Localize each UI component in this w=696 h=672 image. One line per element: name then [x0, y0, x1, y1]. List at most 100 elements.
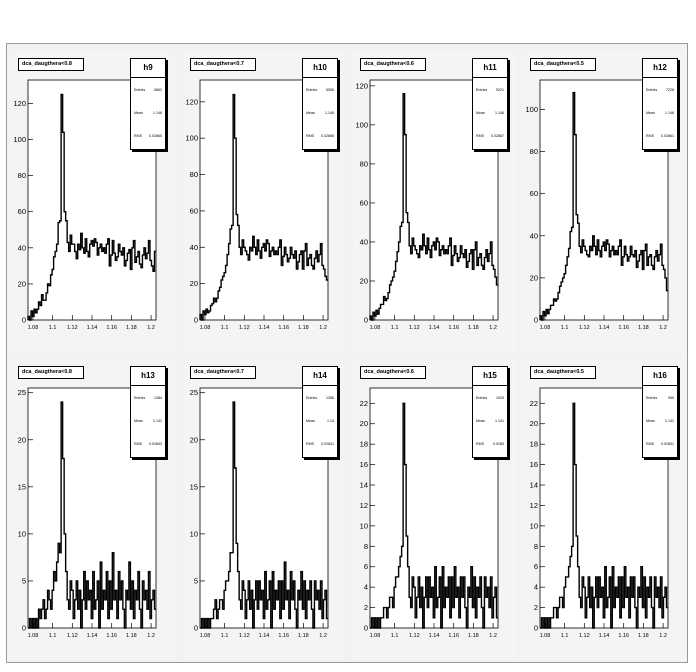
x-tick-label: 1.16	[278, 633, 289, 639]
y-tick-label: 8	[534, 542, 538, 551]
x-tick-label: 1.12	[239, 633, 250, 639]
stats-row-mean: Mean 1.141	[643, 409, 677, 432]
x-tick-label: 1.2	[659, 633, 667, 639]
stats-label: Mean	[476, 418, 485, 423]
histogram-name: h13	[131, 367, 165, 386]
histogram-pad-h11[interactable]: 0 20 40 60 80 100 120 1.08 1.1 1.12 1.14 1.16 1.18 1.…	[352, 52, 516, 352]
x-tick-label: 1.18	[298, 325, 309, 331]
y-tick-label: 0	[22, 316, 26, 325]
x-tick-label: 1.12	[579, 325, 590, 331]
stats-value: 7228	[666, 87, 674, 92]
y-tick-label: 10	[530, 521, 538, 530]
y-tick-label: 100	[355, 120, 368, 129]
histogram-name: h12	[643, 59, 677, 78]
y-tick-label: 120	[355, 81, 368, 90]
y-tick-label: 15	[18, 482, 26, 491]
histogram-line-h9	[27, 93, 156, 321]
y-tick-label: 2	[534, 603, 538, 612]
stats-box: h15 Entries 1029 Mean 1.141 RMS 0.0283	[472, 366, 508, 458]
stats-label: Entries	[306, 87, 318, 92]
x-tick-label: 1.1	[49, 325, 57, 331]
y-tick-label: 60	[530, 189, 538, 198]
histogram-name: h14	[303, 367, 337, 386]
y-tick-label: 10	[18, 529, 26, 538]
x-tick-label: 1.12	[67, 633, 78, 639]
stats-box: h13 Entries 1384 Mean 1.141 RMS 0.02843	[130, 366, 166, 458]
y-tick-label: 80	[360, 159, 368, 168]
stats-label: RMS	[476, 441, 484, 446]
y-tick-label: 120	[185, 97, 198, 106]
x-tick-label: 1.08	[540, 325, 551, 331]
stats-row-rms: RMS 0.02861	[643, 124, 677, 147]
x-tick-label: 1.14	[429, 325, 440, 331]
histogram-pad-h16[interactable]: 0 2 4 6 8 10 12 14 16 18 20 22 1.08 1.1 1.12 1.14 1.16 1.…	[522, 360, 686, 660]
y-tick-label: 14	[530, 481, 538, 490]
stats-row-entries: Entries 1356	[303, 386, 337, 409]
x-tick-label: 1.2	[489, 633, 497, 639]
stats-label: Entries	[306, 395, 318, 400]
y-tick-label: 80	[18, 171, 26, 180]
x-tick-label: 1.08	[28, 325, 39, 331]
y-tick-label: 4	[534, 583, 538, 592]
stats-value: 1.141	[153, 418, 162, 423]
stats-value: 0.0283	[493, 441, 504, 446]
histogram-pad-h15[interactable]: 0 2 4 6 8 10 12 14 16 18 20 22 1.08 1.1 1.12 1.14 1.16 1.…	[352, 360, 516, 660]
y-tick-label: 2	[364, 603, 368, 612]
stats-value: 0.02831	[661, 441, 674, 446]
histogram-title: dca_daugthera<0.6	[360, 366, 426, 379]
histogram-name: h15	[473, 367, 507, 386]
stats-row-rms: RMS 0.02843	[131, 432, 165, 455]
x-tick-label: 1.2	[489, 325, 497, 331]
stats-row-rms: RMS 0.02865	[131, 124, 165, 147]
y-tick-label: 40	[530, 231, 538, 240]
y-tick-label: 18	[360, 440, 368, 449]
stats-row-rms: RMS 0.02867	[473, 124, 507, 147]
x-tick-label: 1.18	[298, 633, 309, 639]
stats-row-rms: RMS 0.02831	[643, 432, 677, 455]
histogram-title: dca_daugthera<0.6	[360, 58, 426, 71]
histogram-title: dca_daugthera<0.5	[530, 58, 596, 71]
stats-box: h9 Entries 5662 Mean 1.146 RMS 0.02865	[130, 58, 166, 150]
y-tick-label: 18	[530, 440, 538, 449]
y-tick-label: 40	[360, 237, 368, 246]
x-tick-label: 1.08	[200, 633, 211, 639]
stats-value: 1.141	[665, 418, 674, 423]
histogram-pad-h14[interactable]: 0 5 10 15 20 25 1.08 1.1 1.12 1.14 1.16 1.18 1.2 dca_…	[182, 360, 346, 660]
stats-label: Mean	[134, 110, 143, 115]
histogram-pad-h13[interactable]: 0 5 10 15 20 25 1.08 1.1 1.12 1.14 1.16 1.18 1.2 dca_…	[10, 360, 174, 660]
stats-box: h14 Entries 1356 Mean 1.14 RMS 0.02831	[302, 366, 338, 458]
y-tick-label: 60	[18, 207, 26, 216]
stats-label: Entries	[134, 87, 146, 92]
stats-value: 5221	[496, 87, 504, 92]
y-tick-label: 22	[360, 399, 368, 408]
stats-value: 1.146	[665, 110, 674, 115]
stats-row-mean: Mean 1.146	[303, 101, 337, 124]
x-tick-label: 1.12	[239, 325, 250, 331]
stats-value: 1.14	[327, 418, 334, 423]
x-tick-label: 1.18	[126, 633, 137, 639]
x-tick-label: 1.12	[409, 633, 420, 639]
x-tick-label: 1.18	[468, 633, 479, 639]
histogram-pad-h12[interactable]: 0 20 40 60 80 100 1.08 1.1 1.12 1.14 1.16 1.18 1.2 dc…	[522, 52, 686, 352]
y-tick-label: 100	[525, 105, 538, 114]
x-tick-label: 1.16	[106, 325, 117, 331]
histogram-name: h10	[303, 59, 337, 78]
stats-row-entries: Entries 7228	[643, 78, 677, 101]
histogram-name: h16	[643, 367, 677, 386]
y-tick-label: 0	[22, 624, 26, 633]
x-tick-label: 1.08	[540, 633, 551, 639]
x-tick-label: 1.14	[599, 325, 610, 331]
y-tick-label: 20	[190, 279, 198, 288]
histogram-title: dca_daugthera<0.5	[530, 366, 596, 379]
stats-label: Entries	[134, 395, 146, 400]
histogram-pad-h9[interactable]: 0 20 40 60 80 100 120 1.08 1.1 1.12 1.14 1.16 1.18 1.…	[10, 52, 174, 352]
y-tick-label: 10	[190, 529, 198, 538]
y-tick-label: 100	[185, 134, 198, 143]
x-tick-label: 1.1	[561, 325, 569, 331]
stats-row-mean: Mean 1.14	[303, 409, 337, 432]
x-tick-label: 1.14	[87, 633, 98, 639]
stats-label: RMS	[134, 441, 142, 446]
stats-value: 0.02865	[321, 133, 334, 138]
histogram-pad-h10[interactable]: 0 20 40 60 80 100 120 1.08 1.1 1.12 1.14 1.16 1.18 1.…	[182, 52, 346, 352]
histogram-title: dca_daugthera<0.7	[190, 366, 256, 379]
